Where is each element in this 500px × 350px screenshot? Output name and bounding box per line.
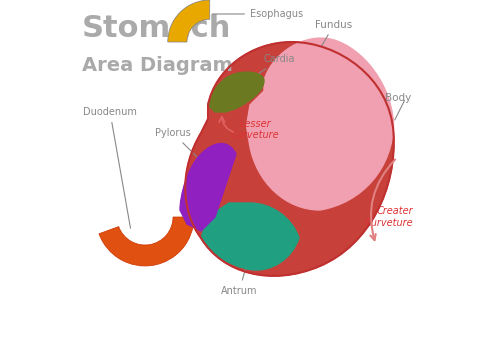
Text: Esophagus: Esophagus (212, 9, 303, 19)
PathPatch shape (208, 72, 264, 112)
PathPatch shape (180, 144, 236, 231)
Text: Pylorus: Pylorus (155, 128, 206, 166)
Text: Antrum: Antrum (221, 255, 258, 295)
Text: Duodenum: Duodenum (83, 107, 137, 228)
Text: Fundus: Fundus (316, 20, 352, 47)
Text: Cardia: Cardia (246, 55, 296, 83)
Text: Creater
Curveture: Creater Curveture (364, 206, 413, 228)
Wedge shape (99, 217, 194, 266)
PathPatch shape (185, 42, 394, 276)
Wedge shape (168, 0, 210, 42)
PathPatch shape (201, 203, 299, 270)
Text: Area Diagram: Area Diagram (82, 56, 233, 75)
Text: Stomach: Stomach (82, 14, 232, 43)
PathPatch shape (246, 38, 394, 210)
Text: Body: Body (385, 93, 411, 103)
Text: Lesser
Curveture: Lesser Curveture (231, 119, 280, 140)
